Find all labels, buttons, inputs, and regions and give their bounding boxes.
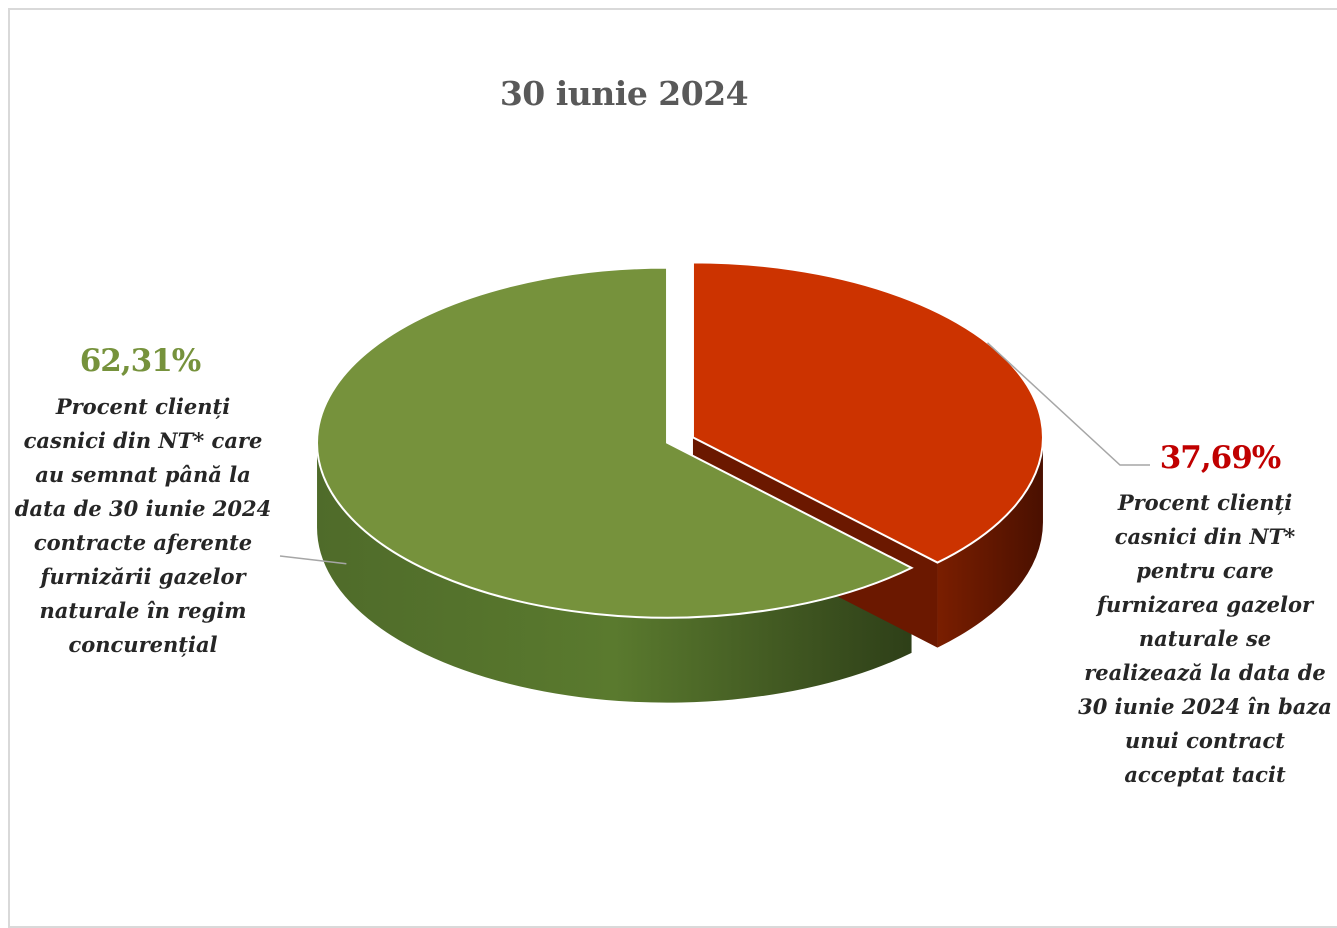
description-line: contracte aferente <box>33 530 253 555</box>
description-line: naturale se <box>1138 626 1272 651</box>
pie-slice-side-green <box>317 442 912 703</box>
description-line: unui contract <box>1124 728 1285 753</box>
description-line: naturale în regim <box>39 598 247 623</box>
data-label-description-red: Procent clienți casnici din NT* pentru car… <box>1070 486 1337 792</box>
chart-title: 30 iunie 2024 <box>499 74 749 113</box>
description-line: realizează la data de <box>1084 660 1326 685</box>
description-line: furnizării gazelor <box>40 564 246 589</box>
pie-slice-red <box>691 261 1044 564</box>
description-line: au semnat până la <box>35 462 251 487</box>
description-line: 30 iunie 2024 în baza <box>1078 694 1332 719</box>
description-line: casnici din NT* <box>1114 524 1296 549</box>
leader-line-red <box>986 342 1150 466</box>
description-line: Procent clienți <box>55 394 231 419</box>
data-label-percent-red: 37,69% <box>1159 440 1282 476</box>
description-line: acceptat tacit <box>1124 762 1286 787</box>
pie-slice-side-red <box>937 437 1043 648</box>
data-label-percent-green: 62,31% <box>79 343 202 379</box>
description-line: concurențial <box>68 632 218 657</box>
description-line: pentru care <box>1136 558 1274 583</box>
description-line: furnizarea gazelor <box>1096 592 1314 617</box>
data-label-description-green: Procent clienți casnici din NT* care au se… <box>8 390 278 662</box>
description-line: casnici din NT* care <box>23 428 263 453</box>
description-line: Procent clienți <box>1117 490 1293 515</box>
pie-slice-green <box>316 266 914 619</box>
leader-line-green <box>279 555 347 565</box>
description-line: data de 30 iunie 2024 <box>14 496 272 521</box>
